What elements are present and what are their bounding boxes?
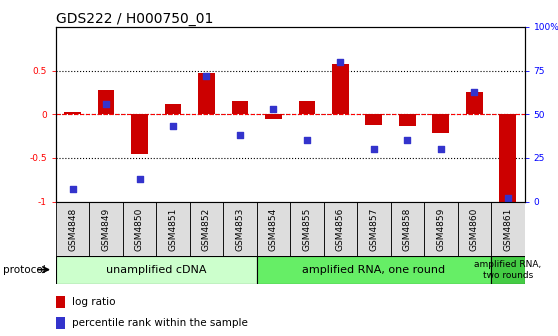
Text: GDS222 / H000750_01: GDS222 / H000750_01 xyxy=(56,12,213,26)
Bar xyxy=(391,202,424,257)
Text: GSM4857: GSM4857 xyxy=(369,208,378,251)
Bar xyxy=(131,114,148,154)
Text: percentile rank within the sample: percentile rank within the sample xyxy=(72,318,248,328)
Point xyxy=(436,146,445,152)
Point xyxy=(302,138,311,143)
Text: GSM4851: GSM4851 xyxy=(169,208,177,251)
Bar xyxy=(56,256,257,284)
Point xyxy=(470,89,479,94)
Bar xyxy=(190,202,223,257)
Bar xyxy=(491,202,525,257)
Bar xyxy=(89,202,123,257)
Text: GSM4855: GSM4855 xyxy=(302,208,311,251)
Text: GSM4849: GSM4849 xyxy=(102,208,110,251)
Text: GSM4856: GSM4856 xyxy=(336,208,345,251)
Bar xyxy=(324,202,357,257)
Bar xyxy=(466,92,483,114)
Bar xyxy=(56,202,89,257)
Bar xyxy=(56,317,65,329)
Bar xyxy=(290,202,324,257)
Bar xyxy=(165,104,181,114)
Text: unamplified cDNA: unamplified cDNA xyxy=(106,265,206,275)
Point xyxy=(503,196,512,201)
Bar xyxy=(156,202,190,257)
Text: amplified RNA, one round: amplified RNA, one round xyxy=(302,265,445,275)
Bar xyxy=(458,202,491,257)
Bar xyxy=(257,256,491,284)
Text: log ratio: log ratio xyxy=(72,297,116,307)
Bar xyxy=(64,113,81,114)
Text: GSM4854: GSM4854 xyxy=(269,208,278,251)
Text: GSM4860: GSM4860 xyxy=(470,208,479,251)
Bar xyxy=(332,64,349,114)
Point xyxy=(202,73,211,79)
Bar xyxy=(365,114,382,125)
Bar xyxy=(98,90,114,114)
Point xyxy=(269,106,278,112)
Text: protocol: protocol xyxy=(3,265,46,275)
Bar xyxy=(223,202,257,257)
Point xyxy=(68,187,77,192)
Text: GSM4858: GSM4858 xyxy=(403,208,412,251)
Text: GSM4853: GSM4853 xyxy=(235,208,244,251)
Text: GSM4852: GSM4852 xyxy=(202,208,211,251)
Bar xyxy=(232,101,248,114)
Point xyxy=(169,124,177,129)
Text: GSM4861: GSM4861 xyxy=(503,208,512,251)
Bar xyxy=(198,73,215,114)
Bar xyxy=(491,256,525,284)
Text: GSM4848: GSM4848 xyxy=(68,208,77,251)
Bar xyxy=(299,101,315,114)
Bar xyxy=(357,202,391,257)
Bar xyxy=(432,114,449,133)
Bar xyxy=(123,202,156,257)
Bar xyxy=(265,114,282,119)
Point xyxy=(336,59,345,65)
Text: GSM4850: GSM4850 xyxy=(135,208,144,251)
Bar xyxy=(56,296,65,308)
Point xyxy=(135,176,144,181)
Bar xyxy=(257,202,290,257)
Text: amplified RNA,
two rounds: amplified RNA, two rounds xyxy=(474,260,541,280)
Point xyxy=(235,132,244,138)
Text: GSM4859: GSM4859 xyxy=(436,208,445,251)
Point xyxy=(369,146,378,152)
Point xyxy=(102,101,110,107)
Point xyxy=(403,138,412,143)
Bar xyxy=(399,114,416,126)
Bar xyxy=(499,114,516,202)
Bar xyxy=(424,202,458,257)
